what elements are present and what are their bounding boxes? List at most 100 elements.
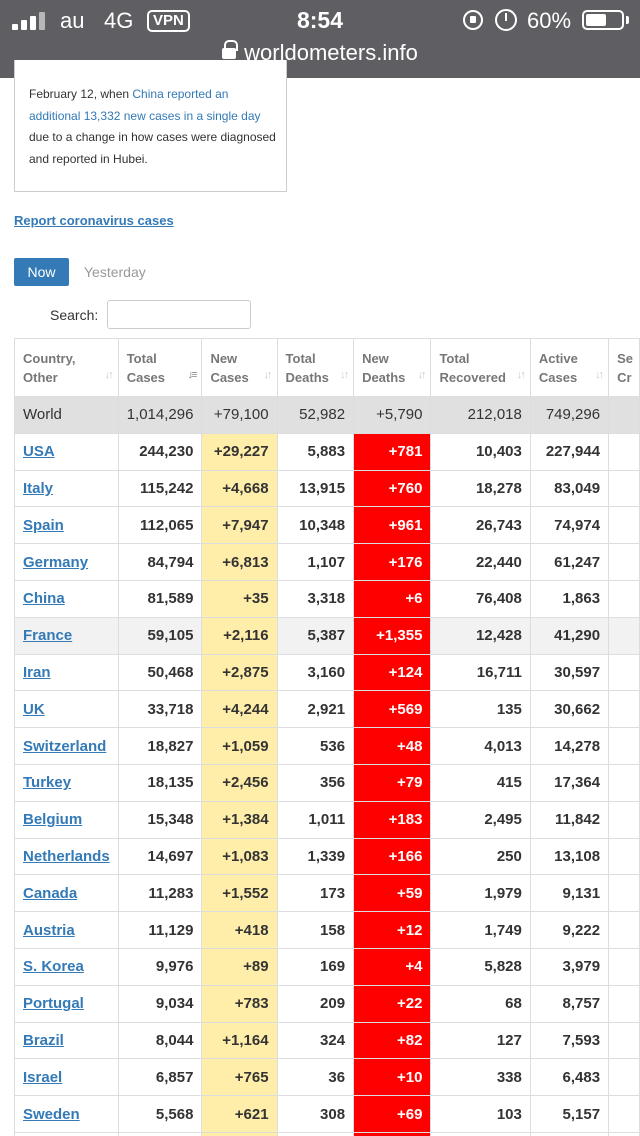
header-total-deaths-line: Deaths	[285, 369, 329, 385]
country-link[interactable]: Germany	[23, 553, 89, 571]
cell-total-recovered: 22,440	[430, 543, 531, 581]
cell-total-recovered: 415	[430, 763, 531, 802]
header-active-cases[interactable]: Active Cases ↓↑	[529, 338, 610, 397]
carrier-name: au	[60, 8, 85, 33]
header-total-recovered[interactable]: Total Recovered ↓↑	[430, 338, 531, 397]
cell-active-cases: 14,278	[529, 727, 610, 765]
note-link[interactable]: China reported an additional 13,332 new …	[29, 87, 261, 123]
header-country[interactable]: Country, Other ↓↑	[14, 338, 119, 397]
country-link[interactable]: Israel	[23, 1068, 63, 1086]
country-link[interactable]: UK	[23, 700, 45, 718]
tab-now[interactable]: Now	[14, 258, 69, 286]
cell-new-cases: +4,244	[201, 690, 278, 729]
country-link[interactable]: France	[23, 627, 73, 645]
cell-active-cases: 7,593	[529, 1021, 610, 1060]
cell-total-recovered: 338	[430, 1058, 531, 1097]
cell-total-cases: 115,242	[117, 469, 203, 508]
header-total-cases[interactable]: Total Cases ↓≡	[117, 338, 203, 397]
country-link[interactable]: Portugal	[23, 995, 84, 1013]
header-new-cases[interactable]: New Cases ↓↑	[201, 338, 278, 397]
cell-serious-critical	[608, 616, 640, 655]
country-link[interactable]: Brazil	[23, 1031, 64, 1049]
cell-new-cases: +2,875	[201, 653, 278, 692]
tab-yesterday[interactable]: Yesterday	[84, 264, 146, 280]
header-total-deaths[interactable]: Total Deaths ↓↑	[276, 338, 355, 397]
cell-total-cases: 84,794	[117, 543, 203, 581]
cell-total-recovered: 250	[430, 837, 531, 876]
cell-active-cases: 5,157	[529, 1095, 610, 1133]
country-link[interactable]: USA	[23, 443, 55, 461]
cell-active-cases: 9,222	[529, 911, 610, 949]
cell-country: Portugal	[14, 984, 119, 1023]
cell-total-cases: 8,044	[117, 1021, 203, 1060]
cell-country: Germany	[14, 543, 119, 581]
cell-active-cases: 9,131	[529, 874, 610, 913]
sort-icon: ↓↑	[263, 369, 273, 381]
cell-new-cases: +1,164	[201, 1021, 278, 1060]
country-link[interactable]: Austria	[23, 921, 75, 939]
country-link[interactable]: S. Korea	[23, 958, 84, 976]
cell-country: France	[14, 616, 119, 655]
country-link[interactable]: Turkey	[23, 774, 72, 792]
cell-new-deaths: +166	[353, 837, 432, 876]
cell-serious-critical	[608, 800, 640, 839]
country-link[interactable]: Iran	[23, 663, 51, 681]
country-link[interactable]: Netherlands	[23, 847, 110, 865]
header-total-cases-line: Total	[126, 350, 157, 366]
cell-total-deaths: 2,921	[276, 690, 355, 729]
header-serious-critical[interactable]: Se Cr	[608, 338, 640, 397]
table-row: Germany 84,794 +6,813 1,107 +176 22,440 61,247	[14, 543, 640, 581]
country-link[interactable]: Canada	[23, 884, 78, 902]
cell-active-cases: 74,974	[529, 506, 610, 545]
country-link[interactable]: Italy	[23, 479, 54, 497]
cell-new-cases: +4,668	[201, 469, 278, 508]
country-link[interactable]: Spain	[23, 516, 64, 534]
cell-total-recovered: 5,828	[430, 947, 531, 986]
battery-percent: 60%	[527, 8, 572, 33]
cell-serious-critical	[608, 837, 640, 876]
cell-country: Sweden	[14, 1095, 119, 1133]
cell-total-cases: 112,065	[117, 506, 203, 545]
cell-total-recovered: 103	[430, 1095, 531, 1133]
cell-total-recovered: 16,711	[430, 653, 531, 692]
header-serious-critical-line: Se	[617, 350, 633, 366]
cell-total-cases: 14,697	[117, 837, 203, 876]
country-link[interactable]: China	[23, 590, 65, 608]
cell-total-recovered: 127	[430, 1021, 531, 1060]
cell-new-cases: +1,059	[201, 727, 278, 765]
sort-icon: ↓↑	[516, 369, 526, 381]
cell-total-cases: 50,468	[117, 653, 203, 692]
sort-icon: ↓↑	[595, 369, 604, 381]
cell-new-deaths	[353, 1131, 432, 1136]
cell-new-deaths: +961	[353, 506, 432, 545]
report-cases-link[interactable]: Report coronavirus cases	[14, 213, 174, 228]
country-link[interactable]: Switzerland	[23, 737, 107, 755]
country-link[interactable]: Sweden	[23, 1105, 80, 1123]
cell-new-deaths: +6	[353, 579, 432, 618]
header-new-deaths[interactable]: New Deaths ↓↑	[353, 338, 432, 397]
country-link[interactable]: Belgium	[23, 811, 83, 829]
signal-strength-icon	[12, 12, 48, 30]
cell-serious-critical	[608, 653, 640, 692]
cell-total-deaths	[276, 1131, 355, 1136]
cell-active-cases: 11,842	[529, 800, 610, 839]
cell-serious-critical	[608, 1095, 640, 1133]
note-text: February 12, when China reported an addi…	[29, 84, 279, 170]
cell-total-cases: 33,718	[117, 690, 203, 729]
header-new-cases-line: Cases	[210, 369, 249, 385]
cell-total-deaths: 324	[276, 1021, 355, 1060]
note-box: February 12, when China reported an addi…	[14, 60, 287, 192]
table-row: UK 33,718 +4,244 2,921 +569 135 30,662	[14, 690, 640, 729]
cell-total-cases: 18,135	[117, 763, 203, 802]
cell-total-recovered: 26,743	[430, 506, 531, 545]
cell-serious-critical	[608, 1021, 640, 1060]
table-row: Switzerland 18,827 +1,059 536 +48 4,013 14,278	[14, 727, 640, 765]
cell-new-cases: +418	[201, 911, 278, 949]
cell-new-cases: +2,456	[201, 763, 278, 802]
search-input[interactable]	[107, 300, 251, 329]
cell-new-cases: +89	[201, 947, 278, 986]
sort-icon: ↓≡	[187, 369, 198, 381]
cell-active-cases: 1,863	[529, 579, 610, 618]
cell-total-cases: 9,976	[117, 947, 203, 986]
table-row: Turkey 18,135 +2,456 356 +79 415 17,364	[14, 763, 640, 802]
